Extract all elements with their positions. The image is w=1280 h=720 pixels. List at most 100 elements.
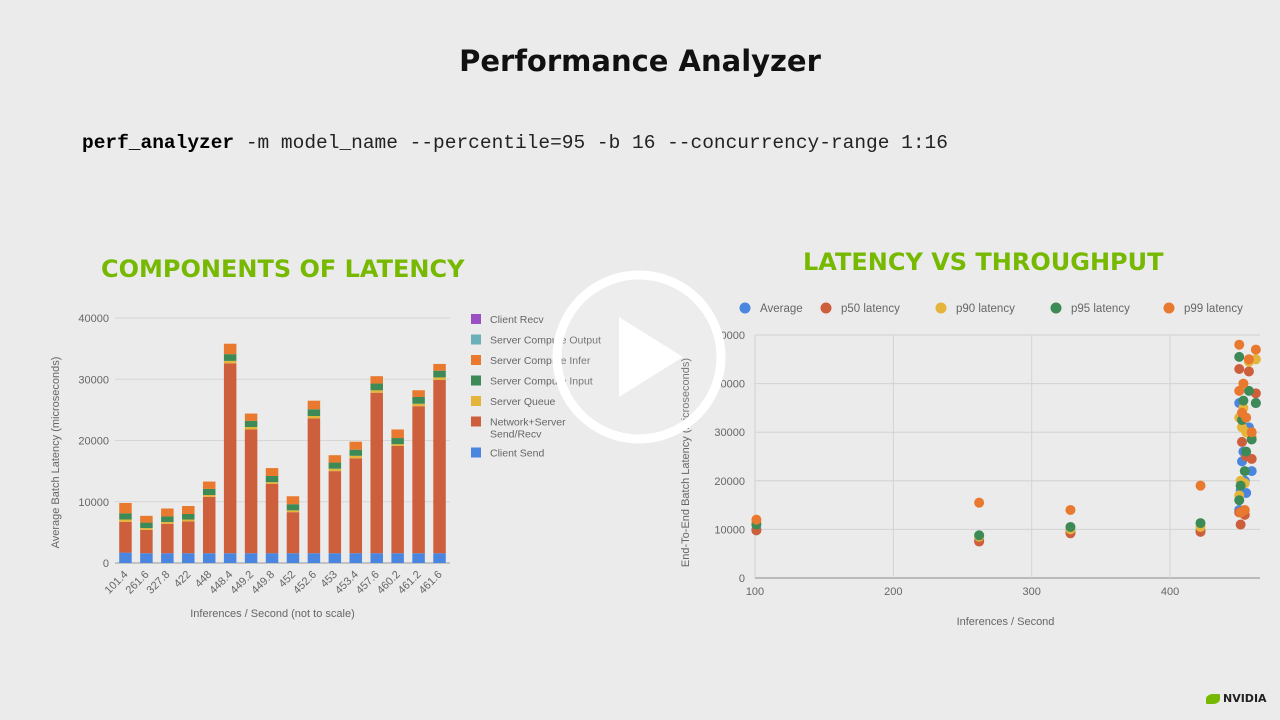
bar-x-tick-label: 422 [172, 569, 193, 590]
bar-segment [433, 363, 446, 371]
bar-segment [223, 360, 237, 364]
bar-segment [119, 552, 132, 563]
bar-segment [223, 354, 237, 361]
scatter-point [1234, 339, 1245, 350]
scatter-point [1237, 436, 1248, 447]
bar-segment [119, 513, 132, 520]
bar-legend-label-line: Network+Server [490, 417, 566, 429]
bar-segment [286, 496, 300, 505]
play-icon[interactable] [619, 317, 683, 397]
nvidia-wordmark: NVIDIA [1223, 692, 1267, 705]
bar-segment [119, 519, 132, 522]
bar-segment [307, 553, 321, 563]
bar-x-tick-label: 460.2 [375, 569, 403, 597]
bar-legend-label: Server Compute Infer [490, 355, 591, 367]
scatter-legend-label: p50 latency [841, 303, 900, 315]
bar-segment [370, 383, 383, 391]
scatter-legend-marker [820, 302, 832, 314]
scatter-x-tick-label: 400 [1161, 586, 1179, 598]
scatter-point [1235, 519, 1246, 530]
bar-x-tick-label: 327.8 [145, 569, 173, 597]
bar-segment [119, 502, 132, 514]
scatter-y-tick-label: 40000 [714, 379, 745, 391]
command-args: -m model_name --percentile=95 -b 16 --co… [234, 132, 948, 154]
command-name: perf_analyzer [82, 132, 235, 154]
scatter-point [1243, 385, 1254, 396]
bar-segment [349, 449, 363, 456]
bar-segment [286, 510, 300, 513]
bar-x-tick-label: 449.8 [249, 569, 277, 597]
bar-segment [286, 504, 300, 511]
bar-segment [265, 468, 279, 477]
bar-segment [223, 363, 237, 554]
nvidia-logo: NVIDIA [1206, 692, 1267, 705]
bar-x-tick-label: 461.6 [417, 569, 445, 597]
bar-segment [370, 392, 383, 554]
bar-y-tick-label: 40000 [78, 313, 109, 325]
bar-segment [182, 506, 195, 514]
bar-segment [244, 420, 258, 428]
bar-segment [307, 400, 321, 410]
bar-legend-swatch [471, 355, 481, 365]
bar-segment [161, 508, 174, 517]
bar-segment [412, 397, 425, 404]
bar-segment [349, 553, 363, 563]
bar-segment [161, 521, 174, 524]
scatter-y-tick-label: 10000 [714, 524, 745, 536]
bar-y-tick-label: 30000 [78, 374, 109, 386]
bar-segment [328, 455, 342, 463]
bar-segment [370, 376, 383, 384]
scatter-y-axis-label: End-To-End Batch Latency (microseconds) [680, 358, 692, 567]
nvidia-eye-icon [1206, 693, 1220, 704]
bar-y-axis-label: Average Batch Latency (microseconds) [50, 357, 62, 549]
scatter-point [1235, 480, 1246, 491]
bar-legend-swatch [471, 375, 481, 386]
bar-segment [391, 553, 404, 563]
bar-segment [119, 521, 132, 553]
scatter-point [974, 530, 985, 541]
bar-x-tick-label: 261.6 [124, 569, 152, 597]
bar-y-tick-label: 0 [103, 558, 109, 570]
play-button[interactable] [551, 269, 727, 445]
bar-x-axis-label: Inferences / Second (not to scale) [190, 608, 354, 620]
bar-segment [202, 495, 216, 497]
scatter-point [1195, 480, 1206, 491]
bar-legend-label: Server Compute Output [490, 335, 601, 347]
bar-legend-swatch [471, 416, 481, 427]
bar-segment [328, 462, 342, 469]
scatter-point [1246, 427, 1257, 438]
bar-segment [223, 553, 237, 563]
bar-y-tick-label: 20000 [78, 436, 109, 448]
bar-segment [202, 496, 216, 554]
bar-legend-swatch [471, 447, 481, 458]
scatter-point [1238, 378, 1249, 389]
bar-segment [391, 444, 404, 447]
bar-legend-label-line: Send/Recv [490, 429, 542, 441]
bar-segment [140, 528, 153, 530]
bar-segment [265, 553, 279, 563]
scatter-point [751, 514, 762, 525]
scatter-point [1241, 446, 1252, 457]
scatter-point [1234, 364, 1245, 375]
bar-segment [412, 553, 425, 563]
scatter-x-tick-label: 200 [884, 586, 902, 598]
bar-segment [307, 409, 321, 416]
bar-segment [202, 481, 216, 489]
bar-legend-label: Client Send [490, 448, 544, 460]
bar-x-tick-label: 448.4 [207, 569, 235, 597]
scatter-point [1250, 354, 1261, 365]
bar-segment [182, 519, 195, 522]
scatter-point [1234, 351, 1245, 362]
bar-segment [182, 553, 195, 563]
bar-segment [433, 379, 446, 554]
scatter-point [1246, 453, 1257, 464]
bar-segment [433, 370, 446, 378]
slide-title: Performance Analyzer [459, 44, 821, 78]
scatter-y-tick-label: 20000 [714, 476, 745, 488]
bar-segment [140, 553, 153, 563]
scatter-point [1243, 354, 1254, 365]
scatter-chart-title: LATENCY VS THROUGHPUT [803, 248, 1164, 276]
bar-segment [412, 403, 425, 407]
bar-segment [412, 406, 425, 554]
bar-x-tick-label: 457.6 [354, 569, 382, 597]
